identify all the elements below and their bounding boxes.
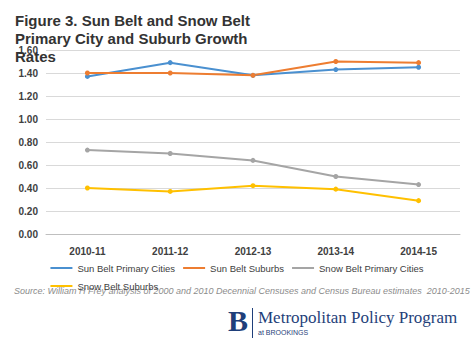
svg-text:0.20: 0.20 xyxy=(19,206,39,217)
svg-text:Figure 3. Sun Belt and Snow Be: Figure 3. Sun Belt and Snow Belt xyxy=(15,12,254,29)
svg-text:1.00: 1.00 xyxy=(19,114,39,125)
svg-text:0.60: 0.60 xyxy=(19,160,39,171)
svg-text:Rates: Rates xyxy=(15,48,56,65)
svg-text:2014-15: 2014-15 xyxy=(400,246,437,257)
svg-text:Sun Belt Suburbs: Sun Belt Suburbs xyxy=(210,263,284,274)
svg-text:2013-14: 2013-14 xyxy=(317,246,354,257)
svg-text:B: B xyxy=(228,304,248,337)
svg-text:2010-11: 2010-11 xyxy=(69,246,106,257)
svg-text:0.80: 0.80 xyxy=(19,137,39,148)
svg-text:1.40: 1.40 xyxy=(19,68,39,79)
svg-text:2011-12: 2011-12 xyxy=(152,246,189,257)
svg-text:Sun Belt Primary Cities: Sun Belt Primary Cities xyxy=(77,263,175,274)
svg-text:at BROOKINGS: at BROOKINGS xyxy=(258,329,309,336)
svg-text:1.20: 1.20 xyxy=(19,91,39,102)
svg-text:Source: William H Frey analysi: Source: William H Frey analysis of 2000 … xyxy=(14,285,470,296)
svg-text:2012-13: 2012-13 xyxy=(235,246,272,257)
svg-text:Metropolitan Policy Program: Metropolitan Policy Program xyxy=(258,308,457,327)
svg-text:0.40: 0.40 xyxy=(19,183,39,194)
svg-text:Snow Belt Suburbs: Snow Belt Suburbs xyxy=(77,281,158,292)
svg-text:0.00: 0.00 xyxy=(19,229,39,240)
svg-text:Primary City and Suburb Growth: Primary City and Suburb Growth xyxy=(15,30,252,47)
svg-text:Snow Belt Primary Cities: Snow Belt Primary Cities xyxy=(319,263,424,274)
